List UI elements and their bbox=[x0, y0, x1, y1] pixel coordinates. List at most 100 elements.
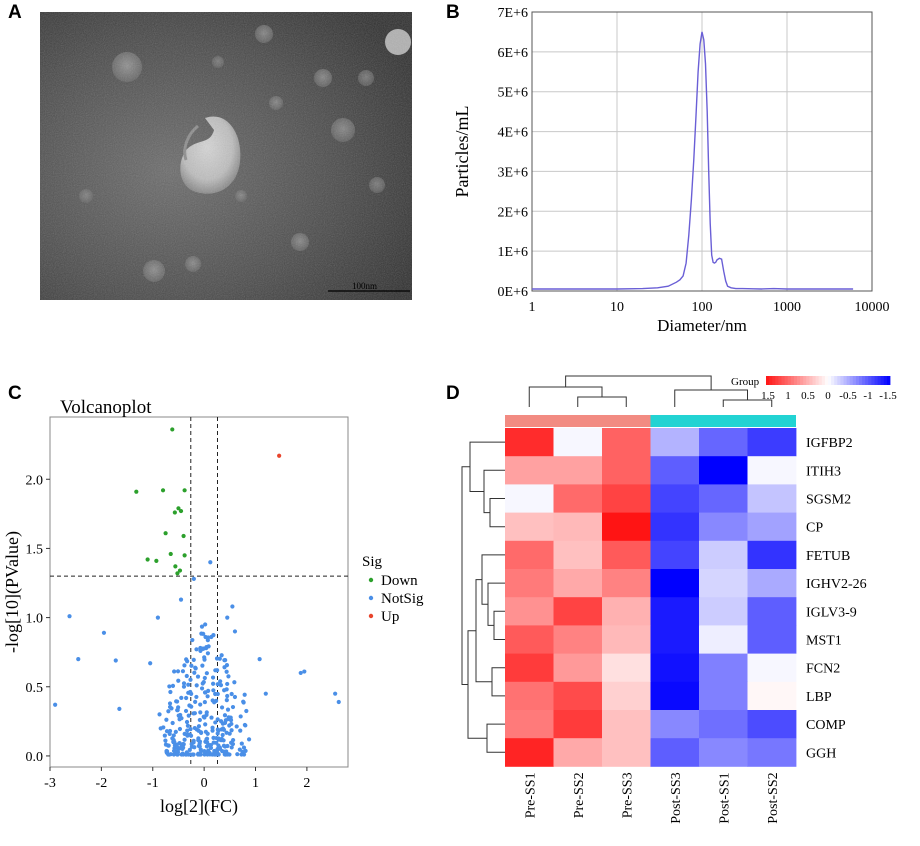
volcano-point-notsig bbox=[210, 728, 215, 733]
heatmap-cell bbox=[650, 653, 700, 683]
nta-ytick-label: 5E+6 bbox=[498, 86, 528, 101]
heatmap-row-dendrogram-branch bbox=[483, 469, 505, 514]
volcano-point-notsig bbox=[184, 673, 189, 679]
volcano-point-notsig bbox=[225, 743, 230, 749]
heatmap-cell bbox=[505, 738, 554, 767]
volcano-point-notsig bbox=[162, 733, 167, 738]
panel-label-a: A bbox=[8, 2, 22, 23]
volcano-point-notsig bbox=[224, 730, 229, 735]
volcano-point-notsig bbox=[183, 708, 189, 714]
heatmap-legend-swatch bbox=[877, 376, 882, 385]
heatmap-legend-swatch bbox=[812, 376, 816, 385]
heatmap-cell bbox=[602, 625, 651, 654]
volcano-point-notsig bbox=[224, 663, 230, 668]
volcano-point-notsig bbox=[192, 670, 197, 675]
volcano-point-notsig bbox=[199, 686, 205, 691]
volcano-point-notsig bbox=[221, 743, 227, 748]
heatmap-cell bbox=[650, 456, 700, 485]
heatmap-row-label: MST1 bbox=[806, 634, 842, 649]
nta-ytick-label: 7E+6 bbox=[498, 6, 528, 21]
heatmap-legend-swatch bbox=[790, 376, 795, 385]
volcano-point-notsig bbox=[177, 717, 182, 722]
heatmap-cell bbox=[553, 569, 603, 598]
heatmap-legend-swatch bbox=[837, 376, 841, 385]
volcano-point-notsig bbox=[336, 699, 341, 705]
nta-xtick-label: 100 bbox=[692, 300, 713, 315]
heatmap-legend-swatch bbox=[849, 376, 854, 385]
heatmap-cell bbox=[650, 625, 700, 654]
heatmap-row-dendrogram-branch bbox=[493, 610, 505, 640]
volcano-point-notsig bbox=[184, 695, 189, 701]
volcano-point-notsig bbox=[192, 745, 197, 750]
heatmap-cell bbox=[553, 597, 603, 626]
volcano-point-notsig bbox=[188, 733, 194, 738]
volcano-point-notsig bbox=[230, 604, 235, 609]
heatmap-cell bbox=[553, 456, 603, 485]
volcano-point-notsig bbox=[218, 719, 224, 724]
volcano-point-notsig bbox=[244, 708, 249, 714]
volcano-point-notsig bbox=[209, 715, 214, 720]
volcano-point-notsig bbox=[229, 691, 234, 697]
heatmap-legend-swatch bbox=[880, 376, 885, 385]
volcano-point-notsig bbox=[232, 629, 238, 634]
volcano-point-notsig bbox=[263, 691, 268, 696]
nta-ytick-label: 6E+6 bbox=[498, 46, 528, 61]
volcano-point-notsig bbox=[174, 742, 180, 747]
volcano-point-notsig bbox=[173, 729, 178, 735]
nta-ytick-label: 4E+6 bbox=[498, 126, 528, 141]
nta-xtick-label: 10000 bbox=[855, 300, 890, 315]
volcano-legend-title: Sig bbox=[362, 554, 383, 570]
volcano-point-notsig bbox=[185, 659, 190, 664]
volcano-legend-label-up: Up bbox=[381, 609, 399, 625]
volcano-point-notsig bbox=[148, 661, 153, 666]
heatmap-row-label: LBP bbox=[806, 690, 832, 705]
volcano-point-notsig bbox=[216, 737, 221, 742]
volcano-point-down bbox=[154, 558, 159, 563]
heatmap-legend-tick: 0.5 bbox=[801, 390, 815, 402]
volcano-point-notsig bbox=[211, 688, 216, 693]
heatmap-column-label: Post-SS3 bbox=[669, 772, 684, 823]
heatmap-row-dendrogram-branch bbox=[486, 723, 505, 753]
volcano-point-down bbox=[145, 557, 150, 562]
volcano-point-notsig bbox=[194, 647, 199, 652]
heatmap-legend-swatch bbox=[806, 376, 810, 385]
volcano-point-notsig bbox=[186, 713, 191, 718]
volcano-point-notsig bbox=[217, 745, 222, 750]
volcano-point-notsig bbox=[182, 737, 187, 742]
heatmap-cell bbox=[699, 569, 748, 598]
volcano-point-notsig bbox=[215, 717, 220, 722]
volcano-point-notsig bbox=[181, 681, 187, 686]
heatmap-row-label: FETUB bbox=[806, 549, 850, 564]
heatmap-group-bar-pre bbox=[505, 415, 651, 427]
nta-xtick-label: 10 bbox=[610, 300, 624, 315]
volcano-point-notsig bbox=[204, 736, 210, 741]
heatmap-legend-swatch bbox=[874, 376, 878, 385]
heatmap-legend-swatch bbox=[840, 376, 844, 385]
volcano-point-notsig bbox=[161, 725, 166, 730]
heatmap-cell bbox=[602, 428, 651, 457]
volcano-point-notsig bbox=[171, 752, 176, 757]
volcano-point-notsig bbox=[172, 669, 177, 674]
volcano-point-notsig bbox=[191, 576, 196, 581]
volcano-point-notsig bbox=[224, 698, 229, 703]
heatmap-legend-swatch bbox=[818, 376, 823, 385]
volcano-point-notsig bbox=[167, 752, 172, 757]
volcano-point-notsig bbox=[214, 656, 220, 661]
heatmap-cell bbox=[650, 540, 700, 570]
heatmap-legend-tick: 1.5 bbox=[761, 390, 775, 402]
heatmap-cell bbox=[553, 710, 603, 739]
heatmap-cell bbox=[505, 597, 554, 626]
volcano-title: Volcanoplot bbox=[60, 397, 152, 418]
volcano-point-notsig bbox=[203, 722, 208, 727]
volcano-point-notsig bbox=[211, 740, 216, 745]
heatmap-row-label: IGFBP2 bbox=[806, 436, 853, 451]
volcano-point-notsig bbox=[216, 728, 221, 733]
volcano-point-notsig bbox=[187, 747, 192, 752]
heatmap-legend-swatch bbox=[846, 376, 851, 385]
volcano-xtick-label: 0 bbox=[201, 776, 208, 791]
volcano-point-notsig bbox=[178, 597, 184, 602]
volcano-point-notsig bbox=[219, 705, 225, 710]
volcano-xtick-label: -1 bbox=[147, 776, 159, 791]
heatmap-cell bbox=[699, 540, 748, 570]
heatmap-group-bar-post bbox=[650, 415, 796, 427]
